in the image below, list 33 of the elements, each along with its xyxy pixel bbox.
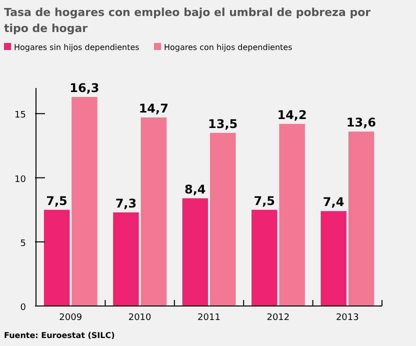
x-tick-label: 2013 [336, 313, 359, 323]
data-label: 13,5 [208, 116, 238, 131]
x-tick-label: 2009 [59, 313, 82, 323]
data-label: 14,7 [138, 101, 168, 116]
bar [72, 96, 98, 306]
data-label: 16,3 [70, 80, 100, 95]
y-tick-label: 5 [20, 238, 26, 249]
x-tick-label: 2010 [128, 313, 152, 323]
chart-title: Tasa de hogares con empleo bajo el umbral de pobreza por tipo de hogar [4, 6, 372, 35]
y-tick-label: 0 [20, 303, 26, 313]
legend-label: Hogares con hijos dependientes [164, 43, 292, 52]
data-label: 13,6 [346, 116, 376, 130]
bar [252, 210, 278, 306]
legend-label: Hogares sin hijos dependientes [14, 43, 140, 52]
bar [279, 124, 305, 306]
bar [210, 132, 236, 306]
x-tick-label: 2011 [198, 313, 220, 323]
data-label: 14,2 [277, 108, 307, 122]
data-label: 7,3 [115, 196, 137, 210]
data-label: 7,5 [254, 194, 275, 208]
x-tick-label: 2012 [266, 313, 290, 323]
data-label: 7,4 [322, 195, 344, 210]
bar [182, 198, 208, 306]
bar [348, 132, 374, 306]
data-label: 8,4 [184, 182, 206, 196]
bar [44, 210, 70, 306]
bar [140, 117, 166, 306]
y-tick-label: 10 [14, 174, 26, 185]
bar [320, 211, 346, 306]
y-tick-label: 15 [14, 110, 26, 121]
bar [113, 212, 139, 306]
source-note: Fuente: Euroestat (SILC) [4, 331, 115, 340]
data-label: 7,5 [46, 194, 68, 208]
